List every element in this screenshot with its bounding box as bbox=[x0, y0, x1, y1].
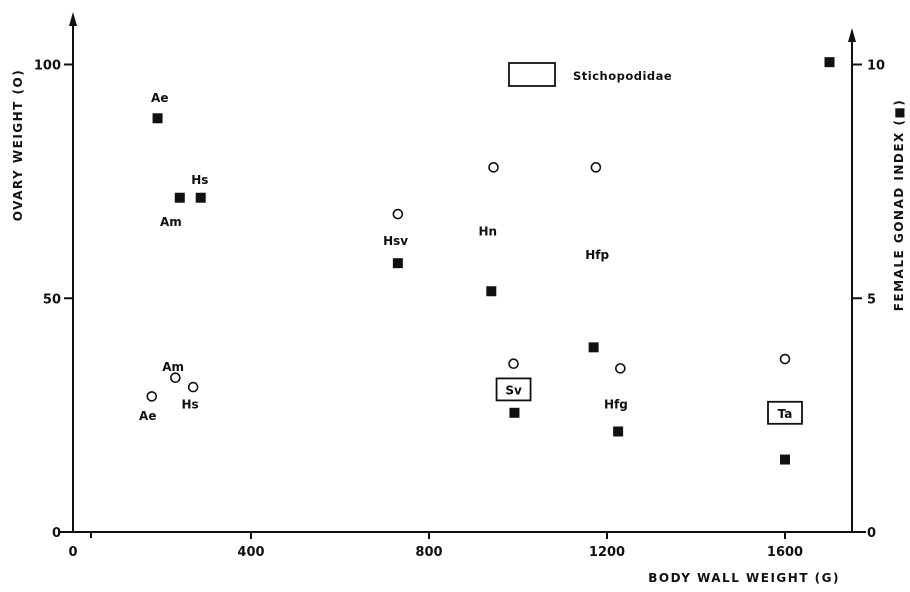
filled-square-point bbox=[780, 454, 790, 465]
point-label: Ae bbox=[151, 91, 168, 105]
open-circle-point bbox=[170, 372, 181, 384]
y-left-tick-label: 100 bbox=[34, 59, 61, 74]
open-circle-point bbox=[615, 363, 626, 374]
point-label-box bbox=[495, 377, 532, 402]
y-left-tick-label: 0 bbox=[52, 526, 61, 541]
x-tick-label: 1600 bbox=[767, 545, 803, 560]
filled-square-point bbox=[486, 286, 497, 297]
filled-square-point bbox=[824, 57, 835, 68]
point-label: Ae bbox=[139, 409, 156, 423]
open-circle-point bbox=[508, 358, 519, 370]
y-axis-right-arrow bbox=[848, 28, 856, 42]
x-tick-label: 0 bbox=[68, 545, 77, 560]
y-axis-left-arrow bbox=[69, 12, 77, 26]
filled-square-point bbox=[588, 342, 599, 353]
open-circle-point bbox=[779, 353, 791, 365]
filled-square-point bbox=[195, 192, 206, 203]
point-label: Hs bbox=[191, 173, 208, 187]
legend-label: Stichopodidae bbox=[573, 69, 672, 83]
axes bbox=[60, 12, 866, 533]
y-axis-left-title: OVARY WEIGHT (O) bbox=[11, 69, 25, 221]
legend-box-swatch bbox=[508, 62, 556, 87]
legend: Stichopodidae bbox=[508, 62, 672, 87]
x-axis-title: BODY WALL WEIGHT (G) bbox=[648, 571, 840, 585]
ticks: 0 400 800 1200 1600 0 50 100 0 5 10 bbox=[34, 59, 885, 561]
x-tick-label: 1200 bbox=[589, 545, 625, 560]
point-label: Hfp bbox=[585, 248, 609, 262]
data-points bbox=[146, 57, 835, 465]
point-label: Am bbox=[160, 215, 182, 229]
open-circle-point bbox=[590, 162, 602, 173]
point-label: Sv bbox=[505, 383, 522, 397]
open-circle-point bbox=[488, 162, 499, 173]
point-label: Am bbox=[162, 360, 184, 374]
filled-square-point bbox=[152, 113, 163, 124]
y-left-tick-label: 50 bbox=[43, 292, 61, 307]
y-right-tick-label: 10 bbox=[867, 59, 885, 74]
point-label: Hn bbox=[478, 224, 497, 238]
point-label: Hsv bbox=[383, 234, 408, 248]
filled-square-point bbox=[392, 258, 403, 269]
open-circle-point bbox=[146, 391, 158, 402]
x-tick-label: 400 bbox=[237, 545, 264, 560]
x-tick-label: 800 bbox=[415, 545, 442, 560]
y-axis-right-title: FEMALE GONAD INDEX (■) bbox=[892, 99, 906, 312]
y-right-tick-label: 0 bbox=[867, 526, 876, 541]
point-label: Hs bbox=[181, 397, 198, 411]
point-label: Ta bbox=[778, 407, 793, 421]
y-right-tick-label: 5 bbox=[867, 292, 876, 307]
filled-square-point bbox=[509, 407, 520, 418]
point-annotations: Ae Hs Am Hsv Hn Hfp Am Hs Ae Sv Hfg Ta bbox=[139, 91, 803, 425]
point-label: Hfg bbox=[604, 397, 628, 411]
open-circle-point bbox=[187, 381, 199, 393]
filled-square-point bbox=[174, 192, 185, 203]
filled-square-point bbox=[613, 426, 624, 437]
point-label-box bbox=[767, 400, 803, 425]
open-circle-point bbox=[392, 208, 404, 220]
